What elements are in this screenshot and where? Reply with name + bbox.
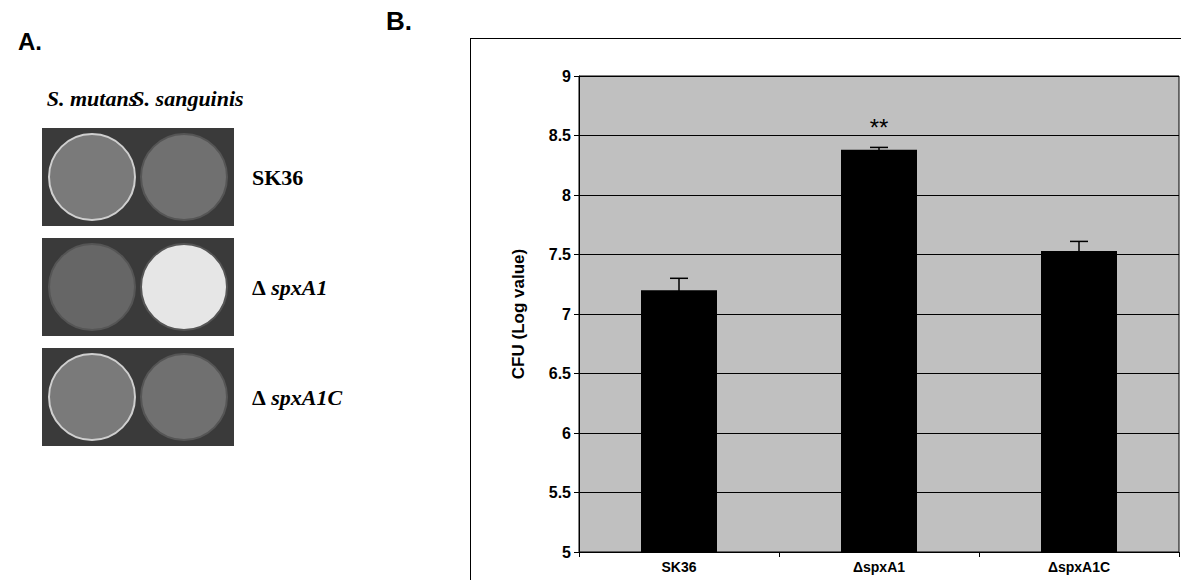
svg-text:**: ** bbox=[870, 114, 889, 141]
svg-text:5.5: 5.5 bbox=[549, 484, 571, 501]
svg-text:Δ spxA1C: Δ spxA1C bbox=[252, 385, 343, 410]
svg-text:ΔspxA1C: ΔspxA1C bbox=[1048, 559, 1110, 575]
svg-text:ΔspxA1: ΔspxA1 bbox=[853, 559, 905, 575]
svg-text:CFU (Log value): CFU (Log value) bbox=[509, 249, 528, 379]
svg-text:S. sanguinis: S. sanguinis bbox=[132, 86, 243, 111]
svg-text:SK36: SK36 bbox=[661, 559, 696, 575]
svg-text:7.5: 7.5 bbox=[549, 246, 571, 263]
svg-text:Δ spxA1: Δ spxA1 bbox=[252, 275, 328, 300]
svg-text:6: 6 bbox=[562, 425, 571, 442]
svg-text:9: 9 bbox=[562, 68, 571, 85]
svg-text:6.5: 6.5 bbox=[549, 365, 571, 382]
svg-text:8: 8 bbox=[562, 187, 571, 204]
svg-text:SK36: SK36 bbox=[252, 165, 303, 190]
html-text:B.: B. bbox=[386, 6, 412, 36]
svg-text:A.: A. bbox=[18, 28, 42, 55]
svg-text:S. mutans: S. mutans bbox=[47, 86, 138, 111]
svg-text:7: 7 bbox=[562, 306, 571, 323]
svg-text:8.5: 8.5 bbox=[549, 127, 571, 144]
svg-text:5: 5 bbox=[562, 544, 571, 561]
